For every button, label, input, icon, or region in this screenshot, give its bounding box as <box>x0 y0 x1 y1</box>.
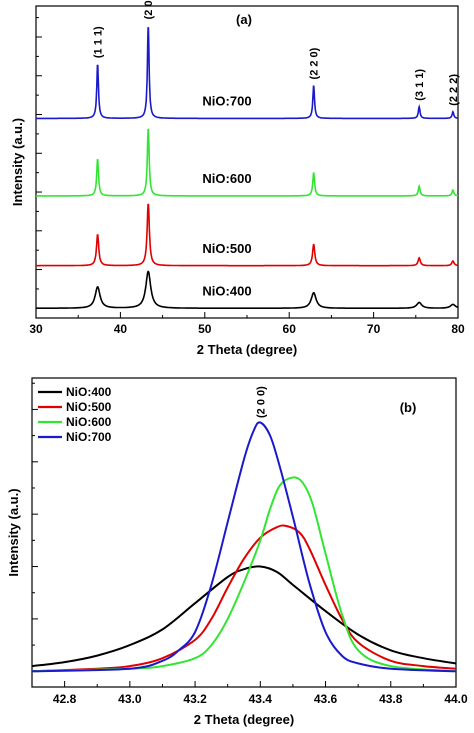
x-axis-title: 2 Theta (degree) <box>197 342 297 357</box>
peak-label: (2 2 0) <box>309 47 321 79</box>
series-label: NiO:400 <box>202 284 251 299</box>
peak-label: (2 0 0) <box>255 386 267 418</box>
x-tick-label: 42.8 <box>53 692 77 706</box>
series-line-nio-600 <box>31 476 457 673</box>
legend-entry: NiO:500 <box>66 400 112 414</box>
panel-label: (a) <box>236 12 252 27</box>
x-tick-label: 43.6 <box>314 692 338 706</box>
x-tick-label: 70 <box>367 322 381 336</box>
legend-entry: NiO:400 <box>66 385 112 399</box>
series-line-nio-500 <box>36 203 459 267</box>
series-line-nio-400 <box>31 565 457 668</box>
series-label: NiO:700 <box>202 94 251 109</box>
series-label: NiO:500 <box>202 241 251 256</box>
peak-label: (1 1 1) <box>93 26 105 58</box>
peak-label: (2 0 0) <box>143 0 155 19</box>
peak-label: (3 1 1) <box>414 69 426 101</box>
x-tick-label: 44.0 <box>444 692 468 706</box>
series-line-nio-700 <box>36 27 458 120</box>
panel-a-chart: 30 40 50 60 70 80 2 Theta (degree) Intensity (a… <box>10 0 465 357</box>
y-axis-title: Intensity (a.u.) <box>10 118 25 206</box>
x-tick-label: 60 <box>283 322 297 336</box>
series-line-nio-400 <box>36 270 459 310</box>
x-tick-label: 50 <box>198 322 212 336</box>
legend-entry: NiO:600 <box>66 415 112 429</box>
x-axis-title: 2 Theta (degree) <box>194 712 294 727</box>
x-tick-label: 43.2 <box>183 692 207 706</box>
series-label: NiO:600 <box>202 171 251 186</box>
series-line-nio-500 <box>31 524 457 673</box>
panel-label: (b) <box>400 400 417 415</box>
x-tick-label: 43.0 <box>118 692 142 706</box>
x-tick-label: 40 <box>114 322 128 336</box>
plot-frame <box>31 377 457 688</box>
legend-entry: NiO:700 <box>66 430 112 444</box>
series-line-nio-700 <box>31 421 457 673</box>
series-line-nio-600 <box>36 128 458 197</box>
x-tick-label: 30 <box>29 322 43 336</box>
x-tick-label: 43.4 <box>249 692 273 706</box>
panel-b-chart: 42.8 43.0 43.2 43.4 43.6 43.8 44.0 2 Theta (deg… <box>6 377 468 727</box>
peak-label: (2 2 2) <box>448 74 460 106</box>
x-tick-label: 43.8 <box>379 692 403 706</box>
x-tick-label: 80 <box>451 322 465 336</box>
y-axis-title: Intensity (a.u.) <box>6 488 21 576</box>
